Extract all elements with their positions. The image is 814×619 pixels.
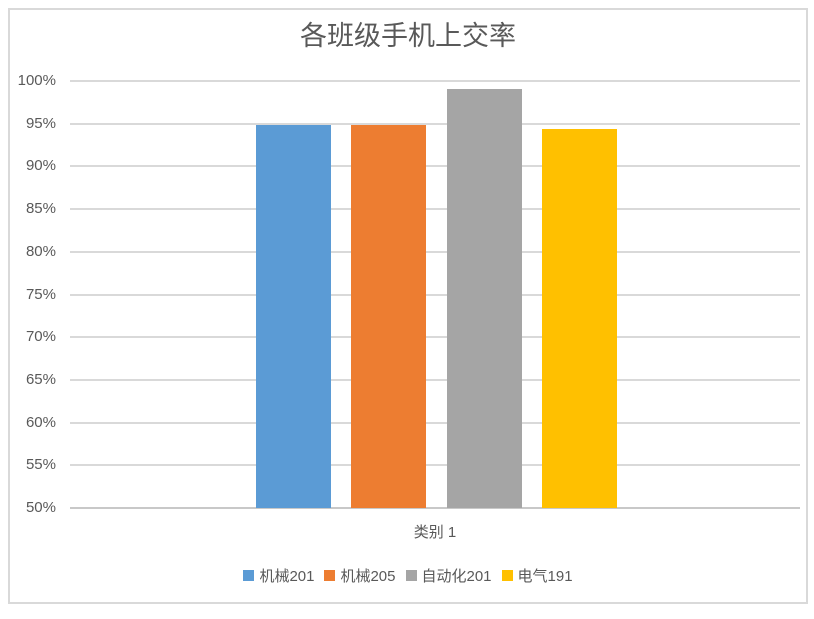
gridline (70, 80, 800, 82)
legend-item: 机械201 (243, 565, 314, 586)
y-tick-label: 75% (25, 285, 56, 303)
legend-swatch-icon (324, 569, 336, 581)
gridline (70, 250, 800, 253)
y-tick-label: 70% (25, 328, 56, 346)
y-tick-label: 60% (25, 413, 56, 431)
legend-label: 机械205 (340, 567, 396, 585)
gridline (70, 293, 800, 296)
gridline (70, 122, 800, 125)
bar-series-2 (447, 88, 522, 508)
y-tick-label: 50% (25, 499, 56, 516)
y-tick-label: 80% (25, 242, 56, 260)
gridline (70, 165, 800, 168)
gridline (70, 378, 800, 381)
legend-label: 自动化201 (421, 567, 492, 585)
legend-item: 电气191 (501, 565, 573, 586)
legend-label: 电气191 (517, 567, 573, 585)
legend-item: 自动化201 (405, 565, 492, 586)
legend-swatch-icon (501, 569, 513, 581)
chart-frame: 各班级手机上交率 50% 55% 60% 65% 70% 75% 80% 85% 90% 95% 1… (8, 8, 808, 604)
y-tick-label: 55% (25, 456, 56, 474)
chart-title: 各班级手机上交率 (300, 21, 516, 51)
y-tick-label: 95% (25, 114, 56, 132)
y-tick-label: 65% (25, 370, 56, 388)
y-tick-label: 90% (25, 157, 56, 175)
y-tick-label: 100% (17, 72, 56, 89)
y-tick-label: 85% (25, 200, 56, 218)
x-axis-category-label: 类别 1 (413, 524, 457, 541)
legend-swatch-icon (405, 569, 417, 581)
y-axis: 50% 55% 60% 65% 70% 75% 80% 85% 90% 95% 100% (10, 10, 60, 602)
bar-series-3 (542, 128, 617, 508)
legend-swatch-icon (243, 569, 255, 581)
plot-area (70, 80, 800, 509)
gridline (70, 421, 800, 424)
legend-item: 机械205 (324, 565, 396, 586)
gridline (70, 336, 800, 339)
bar-series-1 (351, 124, 426, 508)
legend-label: 机械201 (259, 567, 315, 585)
gridline (70, 464, 800, 467)
gridline (70, 208, 800, 211)
x-axis-line (70, 507, 800, 509)
legend: 机械201 机械205 自动化201 电气191 (10, 564, 806, 586)
bar-series-0 (256, 124, 331, 508)
